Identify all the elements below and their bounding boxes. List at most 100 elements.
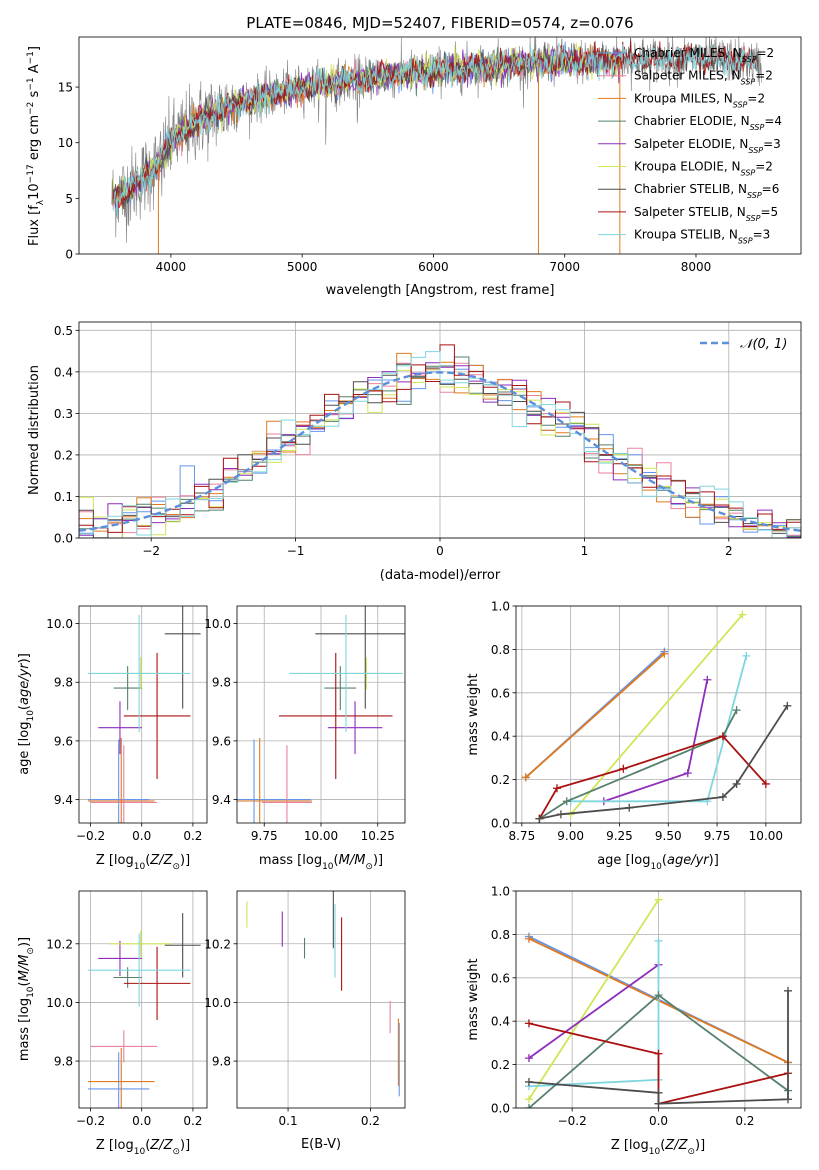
- x-tick-label: 8000: [681, 260, 712, 274]
- x-axis-label: Z [log10(Z/Z⊙)]: [611, 1138, 705, 1157]
- x-tick-label: 1: [581, 544, 589, 558]
- y-tick-label: 0.1: [54, 490, 73, 504]
- mass-weight-point: [654, 895, 663, 904]
- x-tick-label: 0.1: [279, 1114, 298, 1128]
- y-tick-label: 9.6: [54, 734, 73, 748]
- y-axis-label: Flux [fλ10−17 erg cm−2 s−1 A−1]: [26, 46, 46, 246]
- legend: Chabrier MILES, NSSP=2 Salpeter MILES, NS…: [598, 46, 782, 245]
- x-tick-label: 10.25: [361, 829, 395, 843]
- plot-area: [521, 610, 792, 823]
- y-tick-label: 9.4: [54, 793, 73, 807]
- plot-area: [237, 606, 405, 823]
- mass-weight-point: [654, 936, 663, 945]
- legend-label: Salpeter MILES, NSSP=2: [634, 69, 773, 87]
- y-tick-label: 0.6: [491, 971, 510, 985]
- y-tick-label: 1.0: [491, 600, 510, 614]
- y-tick-label: 10.0: [204, 617, 231, 631]
- mass-weight-point: [556, 810, 565, 819]
- mass-weight-point: [718, 792, 727, 801]
- axes-mass_vs_ebv: 0.1 0.2 9.8 10.0 10.2: [204, 890, 406, 1128]
- legend-label: Salpeter ELODIE, NSSP=3: [634, 137, 781, 155]
- axes-residuals: −2 −1 0 1 2 0.0 0.1 0.2 0.3 0.4 0.5: [54, 321, 802, 558]
- residual-histogram: [79, 351, 801, 538]
- y-tick-label: 0.6: [491, 686, 510, 700]
- chart-title: PLATE=0846, MJD=52407, FIBERID=0574, z=0…: [246, 14, 633, 32]
- legend: 𝒩(0, 1): [700, 337, 787, 352]
- axes-age_vs_Z: −0.2 0.0 0.2 9.4 9.6 9.8 10.0: [46, 605, 208, 843]
- legend-label: Chabrier ELODIE, NSSP=4: [634, 114, 782, 132]
- mass-weight-point: [732, 706, 741, 715]
- legend-label: Kroupa MILES, NSSP=2: [634, 91, 765, 109]
- x-axis-label: mass [log10(M/M⊙)]: [259, 853, 383, 872]
- x-tick-label: −0.2: [76, 1114, 105, 1128]
- mass-weight-point: [683, 769, 692, 778]
- plot-area: [111, 37, 762, 254]
- axes-frame: [236, 890, 406, 1109]
- x-tick-label: 10.00: [304, 829, 338, 843]
- y-tick-label: 15: [58, 81, 73, 95]
- mass-weight-point: [742, 651, 751, 660]
- axes-age_vs_mass: 9.75 10.00 10.25 9.4 9.6 9.8 10.0: [204, 605, 406, 843]
- plot-area: [87, 912, 201, 1108]
- x-tick-label: −1: [287, 544, 305, 558]
- axes-frame: [78, 36, 802, 255]
- x-tick-label: 0.0: [132, 1114, 151, 1128]
- y-tick-label: 0.5: [54, 324, 73, 338]
- mass-weight-point: [524, 1054, 533, 1063]
- x-tick-label: −2: [142, 544, 160, 558]
- y-tick-label: 9.6: [212, 734, 231, 748]
- mass-weight-point: [732, 779, 741, 788]
- mass-weight-line: [539, 705, 789, 820]
- legend-label: Salpeter STELIB, NSSP=5: [634, 205, 778, 223]
- y-tick-label: 9.4: [212, 793, 231, 807]
- legend-label: Chabrier MILES, NSSP=2: [634, 46, 774, 64]
- mass-weight-point: [784, 1095, 793, 1104]
- y-tick-label: 0.2: [54, 448, 73, 462]
- y-tick-label: 0.2: [491, 773, 510, 787]
- y-tick-label: 0.0: [491, 817, 510, 831]
- x-tick-label: 6000: [418, 260, 449, 274]
- x-tick-label: −0.2: [76, 829, 105, 843]
- mass-weight-point: [654, 991, 663, 1000]
- x-tick-label: 7000: [549, 260, 580, 274]
- y-tick-label: 0: [65, 248, 73, 262]
- x-tick-label: 9.25: [606, 829, 633, 843]
- y-tick-label: 10.0: [46, 996, 73, 1010]
- mass-weight-point: [654, 1099, 663, 1108]
- legend-label: Kroupa ELODIE, NSSP=2: [634, 160, 773, 178]
- x-tick-label: 0.0: [649, 1114, 668, 1128]
- mass-weight-point: [660, 649, 669, 658]
- mass-weight-point: [524, 1077, 533, 1086]
- legend-label: Kroupa STELIB, NSSP=3: [634, 228, 770, 246]
- x-tick-label: 2: [725, 544, 733, 558]
- axes-frame: [515, 605, 802, 824]
- x-tick-label: 10.00: [749, 829, 783, 843]
- x-tick-label: 0.2: [183, 829, 202, 843]
- mass-weight-point: [625, 803, 634, 812]
- mass-weight-point: [784, 986, 793, 995]
- mass-weight-line: [525, 653, 665, 779]
- y-tick-label: 0.4: [54, 365, 73, 379]
- mass-weight-point: [619, 764, 628, 773]
- plot-area: [87, 606, 201, 823]
- y-tick-label: 0.3: [54, 407, 73, 421]
- mass-weight-point: [521, 773, 530, 782]
- x-axis-label: E(B-V): [301, 1137, 341, 1152]
- mass-weight-point: [552, 784, 561, 793]
- mass-weight-line: [538, 735, 767, 820]
- y-tick-label: 5: [65, 192, 73, 206]
- mass-weight-point: [524, 1019, 533, 1028]
- x-axis-label: (data-model)/error: [380, 568, 501, 583]
- mass-weight-point: [761, 779, 770, 788]
- x-tick-label: 9.75: [251, 829, 278, 843]
- mass-weight-line: [538, 709, 738, 820]
- y-tick-label: 9.8: [212, 676, 231, 690]
- x-tick-label: 0.2: [735, 1114, 754, 1128]
- mass-weight-point: [535, 814, 544, 823]
- mass-weight-line: [528, 899, 660, 1100]
- mass-weight-point: [524, 1104, 533, 1108]
- y-tick-label: 9.8: [54, 676, 73, 690]
- x-tick-label: 0.2: [183, 1114, 202, 1128]
- x-tick-label: 0.0: [132, 829, 151, 843]
